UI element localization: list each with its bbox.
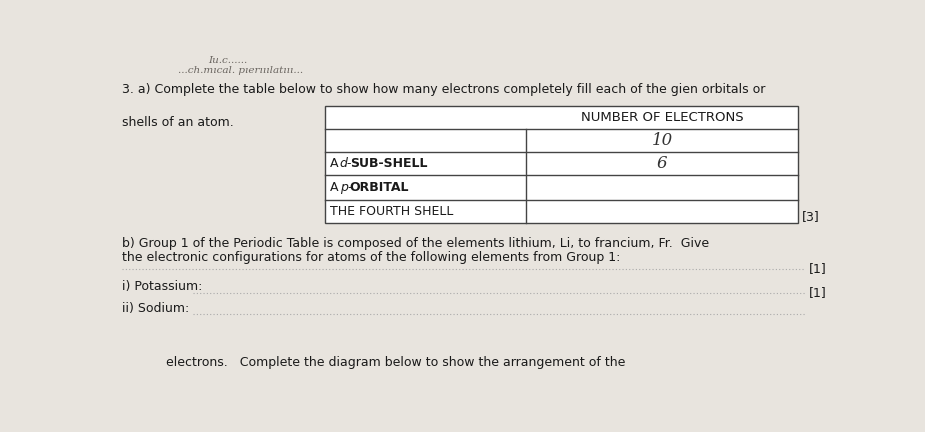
Text: A: A xyxy=(329,157,342,170)
Text: Iu.c......: Iu.c...... xyxy=(209,57,248,66)
Text: 3. a) Complete the table below to show how many electrons completely fill each o: 3. a) Complete the table below to show h… xyxy=(122,83,765,95)
Text: THE FOURTH SHELL: THE FOURTH SHELL xyxy=(329,205,453,218)
Text: [3]: [3] xyxy=(802,210,820,223)
Text: ...ch.mıcal. pıerııılatııı...: ...ch.mıcal. pıerııılatııı... xyxy=(178,67,302,76)
Text: p-: p- xyxy=(339,181,352,194)
Text: NUMBER OF ELECTRONS: NUMBER OF ELECTRONS xyxy=(581,111,744,124)
Text: [1]: [1] xyxy=(809,263,827,276)
Text: shells of an atom.: shells of an atom. xyxy=(122,116,234,129)
Text: electrons.   Complete the diagram below to show the arrangement of the: electrons. Complete the diagram below to… xyxy=(122,356,625,369)
Text: 10: 10 xyxy=(651,132,672,149)
Bar xyxy=(325,106,797,223)
Text: ii) Sodium:: ii) Sodium: xyxy=(122,302,189,315)
Text: the electronic configurations for atoms of the following elements from Group 1:: the electronic configurations for atoms … xyxy=(122,251,620,264)
Text: [1]: [1] xyxy=(809,286,827,299)
Text: d-: d- xyxy=(339,157,352,170)
Text: 6: 6 xyxy=(657,155,667,172)
Text: ORBITAL: ORBITAL xyxy=(350,181,409,194)
Text: SUB-SHELL: SUB-SHELL xyxy=(350,157,427,170)
Text: A: A xyxy=(329,181,342,194)
Text: b) Group 1 of the Periodic Table is composed of the elements lithium, Li, to fra: b) Group 1 of the Periodic Table is comp… xyxy=(122,237,709,250)
Text: i) Potassium:: i) Potassium: xyxy=(122,280,203,293)
